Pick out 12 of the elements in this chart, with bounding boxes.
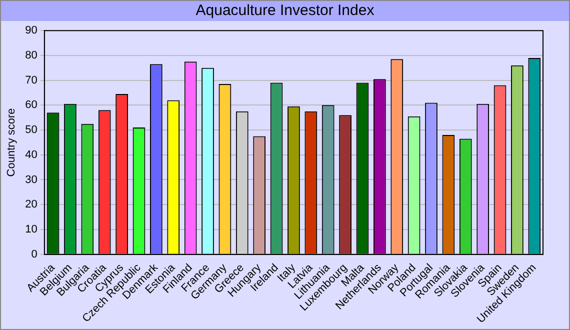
- y-tick-label: 80: [25, 49, 38, 62]
- y-tick-label: 70: [25, 74, 38, 86]
- y-axis-title: Country score: [6, 108, 18, 177]
- y-tick-label: 90: [25, 24, 38, 37]
- chart-title: Aquaculture Investor Index: [1, 1, 569, 21]
- y-tick-label: 30: [25, 174, 38, 186]
- y-tick-label: 10: [25, 223, 38, 236]
- y-tick-label: 40: [25, 148, 38, 161]
- y-tick-label: 20: [25, 198, 38, 211]
- y-tick-label: 50: [25, 124, 38, 136]
- y-tick-label: 60: [25, 99, 38, 112]
- y-tick-label: 0: [31, 248, 38, 260]
